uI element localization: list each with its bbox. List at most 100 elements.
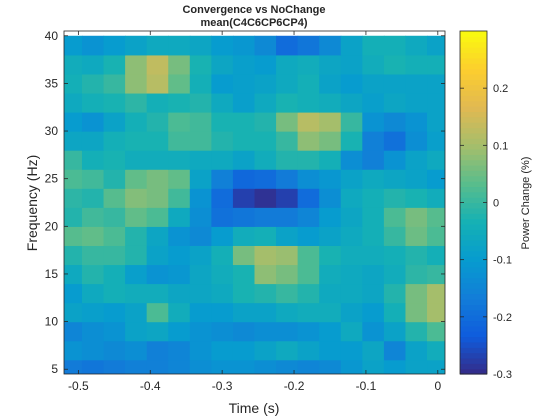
y-axis-label: Frequency (Hz): [24, 155, 40, 251]
heatmap-cell: [254, 226, 277, 246]
heatmap-cell: [81, 188, 105, 208]
heatmap-cell: [103, 92, 126, 113]
heatmap-cell: [276, 264, 299, 285]
heatmap-cell: [189, 131, 212, 151]
colorbar-segment: [460, 266, 487, 273]
heatmap-cell: [232, 321, 256, 342]
heatmap-cell: [319, 283, 342, 304]
heatmap-cell: [232, 35, 256, 56]
heatmap-cell: [189, 283, 212, 304]
heatmap-cell: [103, 73, 126, 94]
heatmap-cell: [168, 245, 191, 266]
x-tick-label: -0.4: [140, 379, 161, 393]
heatmap-cell: [146, 245, 169, 266]
heatmap-cell: [405, 92, 428, 113]
heatmap-cell: [340, 340, 363, 361]
heatmap-cell: [362, 111, 385, 132]
heatmap-cell: [383, 150, 407, 170]
heatmap-cell: [297, 188, 320, 208]
heatmap-cell: [427, 92, 445, 113]
heatmap-cell: [125, 73, 148, 94]
heatmap-cell: [232, 302, 256, 323]
heatmap-cell: [383, 283, 407, 304]
heatmap-cell: [340, 150, 363, 170]
colorbar-axis: -0.3 -0.2 -0.1 0 0.1 0.2: [460, 83, 512, 381]
heatmap-cell: [189, 73, 212, 94]
heatmap-cell: [64, 73, 83, 94]
heatmap-cell: [297, 226, 320, 246]
heatmap-cell: [125, 283, 148, 304]
heatmap-cell: [168, 264, 191, 285]
colorbar-segment: [460, 181, 487, 188]
heatmap-cell: [405, 283, 428, 304]
colorbar-segment: [460, 207, 487, 214]
heatmap-cell: [297, 73, 320, 94]
colorbar-segment: [460, 132, 487, 139]
heatmap-cell: [319, 54, 342, 75]
colorbar-segment: [460, 213, 487, 220]
x-tick-label: -0.1: [356, 379, 377, 393]
heatmap-cell: [319, 226, 342, 246]
heatmap-cell: [168, 283, 191, 304]
heatmap-cell: [276, 207, 299, 227]
heatmap-cell: [146, 169, 169, 189]
heatmap-cell: [189, 245, 212, 266]
heatmap-cell: [405, 169, 428, 189]
heatmap-cell: [362, 188, 385, 208]
heatmap-cell: [383, 188, 407, 208]
heatmap-cell: [405, 35, 428, 56]
heatmap-cell: [319, 92, 342, 113]
colorbar-segment: [460, 223, 487, 230]
heatmap-cell: [254, 283, 277, 304]
heatmap-cell: [103, 131, 126, 151]
heatmap-cell: [319, 264, 342, 285]
heatmap-cell: [276, 131, 299, 151]
heatmap-cell: [340, 188, 363, 208]
heatmap-cell: [427, 169, 445, 189]
heatmap-cell: [405, 54, 428, 75]
heatmap-cell: [125, 226, 148, 246]
colorbar-segment: [460, 159, 487, 166]
heatmap-cell: [232, 226, 256, 246]
chart-title: Convergence vs NoChange: [182, 4, 325, 16]
colorbar-segment: [460, 52, 487, 59]
colorbar-segment: [460, 288, 487, 295]
y-tick-label: 30: [45, 124, 59, 138]
heatmap-cell: [405, 131, 428, 151]
heatmap-cell: [81, 264, 105, 285]
heatmap-cell: [189, 226, 212, 246]
colorbar-segment: [460, 143, 487, 150]
colorbar-segment: [460, 191, 487, 198]
colorbar-segment: [460, 41, 487, 48]
heatmap-cell: [146, 207, 169, 227]
x-tick-label: -0.2: [284, 379, 305, 393]
heatmap-cell: [362, 321, 385, 342]
heatmap-cell: [340, 264, 363, 285]
heatmap-cell: [254, 169, 277, 189]
colorbar-segment: [460, 320, 487, 327]
heatmap-cell: [427, 359, 445, 374]
heatmap-cell: [146, 302, 169, 323]
heatmap-cell: [297, 321, 320, 342]
heatmap-cell: [254, 35, 277, 56]
heatmap-cell: [254, 207, 277, 227]
heatmap-cell: [211, 264, 234, 285]
heatmap-cell: [340, 207, 363, 227]
heatmap-cell: [211, 359, 234, 374]
heatmap-cell: [125, 340, 148, 361]
heatmap-cell: [340, 92, 363, 113]
heatmap-cell: [232, 245, 256, 266]
heatmap-cell: [211, 226, 234, 246]
heatmap-cell: [405, 321, 428, 342]
heatmap-cell: [64, 131, 83, 151]
heatmap-cell: [189, 207, 212, 227]
heatmap-cell: [297, 54, 320, 75]
heatmap-cell: [319, 131, 342, 151]
heatmap-cell: [64, 321, 83, 342]
heatmap-cell: [427, 302, 445, 323]
heatmap-cell: [232, 111, 256, 132]
heatmap-cell: [254, 73, 277, 94]
heatmap-cell: [81, 226, 105, 246]
heatmap-cell: [125, 359, 148, 374]
